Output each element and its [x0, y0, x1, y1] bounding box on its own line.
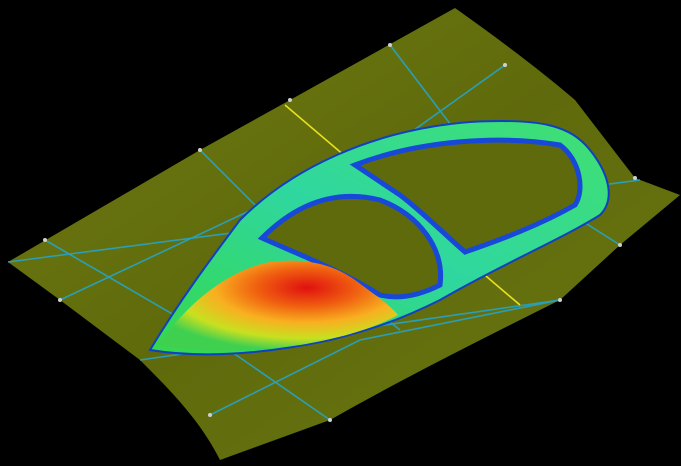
page: [0, 0, 681, 466]
simulation-render: [0, 0, 681, 466]
